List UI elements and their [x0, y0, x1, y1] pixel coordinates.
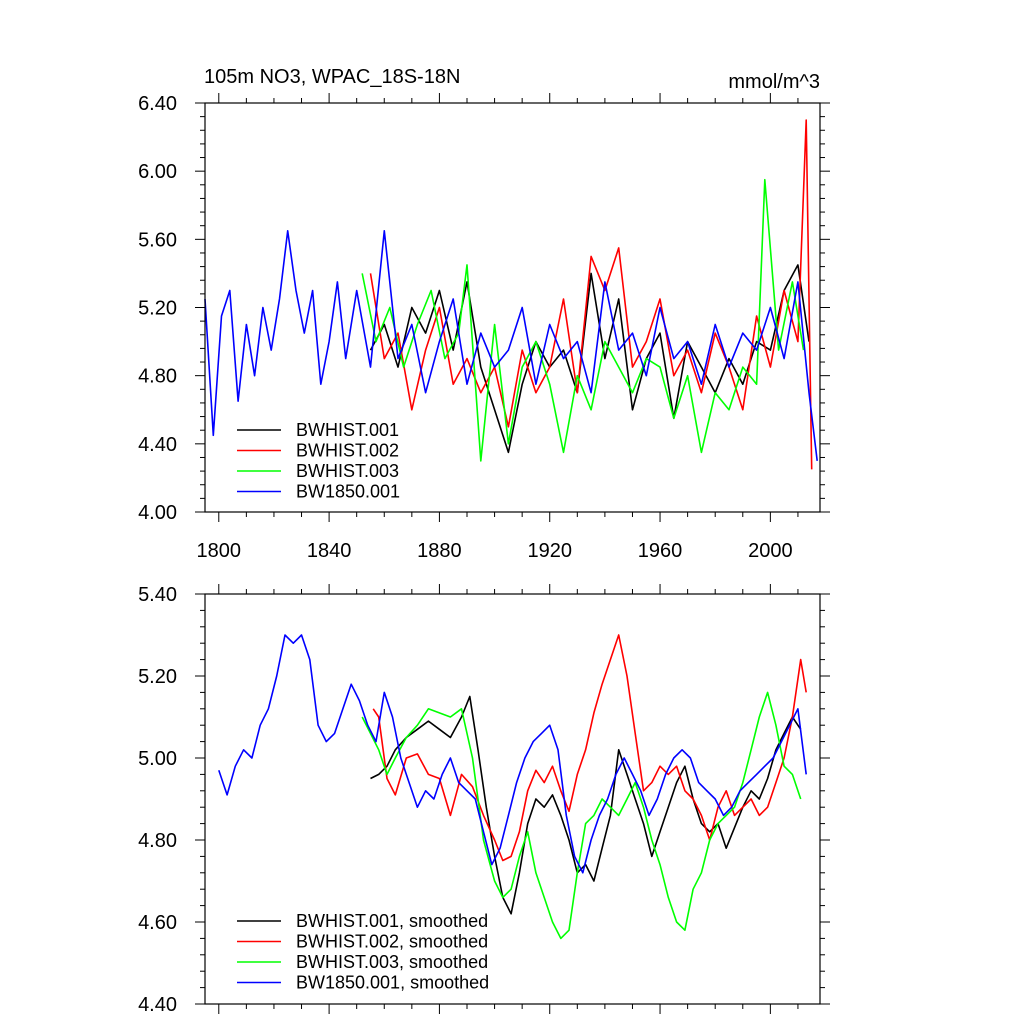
- bottom-series-layer: [218, 634, 807, 940]
- legend-entry-label: BWHIST.002: [296, 441, 399, 461]
- x-tick-label: 1920: [527, 540, 572, 562]
- legend-entry-label: BWHIST.001: [296, 420, 399, 440]
- legend-entry-label: BWHIST.001, smoothed: [296, 911, 488, 931]
- bottom-panel: 4.40 4.60 4.80 5.00 5.20 5.40 BWHIST.001, smo…: [138, 584, 830, 1016]
- legend-entry-label: BWHIST.002, smoothed: [296, 932, 488, 952]
- y-tick-label: 4.00: [138, 502, 177, 524]
- x-tick-label: 2000: [748, 540, 793, 562]
- y-tick-label: 4.80: [138, 366, 177, 388]
- y-tick-label: 4.40: [138, 434, 177, 456]
- y-tick-label: 4.60: [138, 912, 177, 934]
- y-tick-label: 6.00: [138, 161, 177, 183]
- top-series-layer: [204, 119, 818, 470]
- legend-entry-label: BWHIST.003, smoothed: [296, 952, 488, 972]
- units-label: mmol/m^3: [728, 71, 820, 93]
- x-tick-label: 1880: [417, 540, 462, 562]
- y-tick-label: 6.40: [138, 93, 177, 115]
- y-tick-label: 5.00: [138, 748, 177, 770]
- top-panel: 105m NO3, WPAC_18S-18N mmol/m^3 1800 1840…: [138, 66, 830, 562]
- y-tick-label: 4.80: [138, 830, 177, 852]
- plot-frame: [204, 593, 821, 1005]
- legend-entry-label: BW1850.001: [296, 482, 400, 502]
- series-line-4: [218, 634, 807, 874]
- y-tick-label: 4.40: [138, 994, 177, 1016]
- series-line-2: [372, 634, 807, 862]
- legend-entry-label: BW1850.001, smoothed: [296, 973, 489, 993]
- x-tick-label: 1840: [307, 540, 352, 562]
- legend-entry-label: BWHIST.003: [296, 461, 399, 481]
- series-line-2: [369, 119, 813, 470]
- series-line-3: [361, 691, 802, 940]
- series-line-4: [204, 230, 818, 461]
- x-tick-label: 1800: [197, 540, 242, 562]
- series-line-1: [370, 695, 802, 915]
- y-tick-label: 5.20: [138, 666, 177, 688]
- y-tick-label: 5.60: [138, 229, 177, 251]
- bottom-axis-layer: 4.40 4.60 4.80 5.00 5.20 5.40: [138, 584, 830, 1016]
- top-axis-layer: 1800 1840 1880 1920 1960 2000 4.00 4.40 4.80 5.20…: [138, 93, 830, 562]
- series-line-3: [361, 178, 805, 462]
- chart-title: 105m NO3, WPAC_18S-18N: [204, 66, 460, 88]
- series-line-1: [369, 264, 810, 454]
- y-tick-label: 5.40: [138, 584, 177, 606]
- y-tick-label: 5.20: [138, 298, 177, 320]
- x-tick-label: 1960: [638, 540, 683, 562]
